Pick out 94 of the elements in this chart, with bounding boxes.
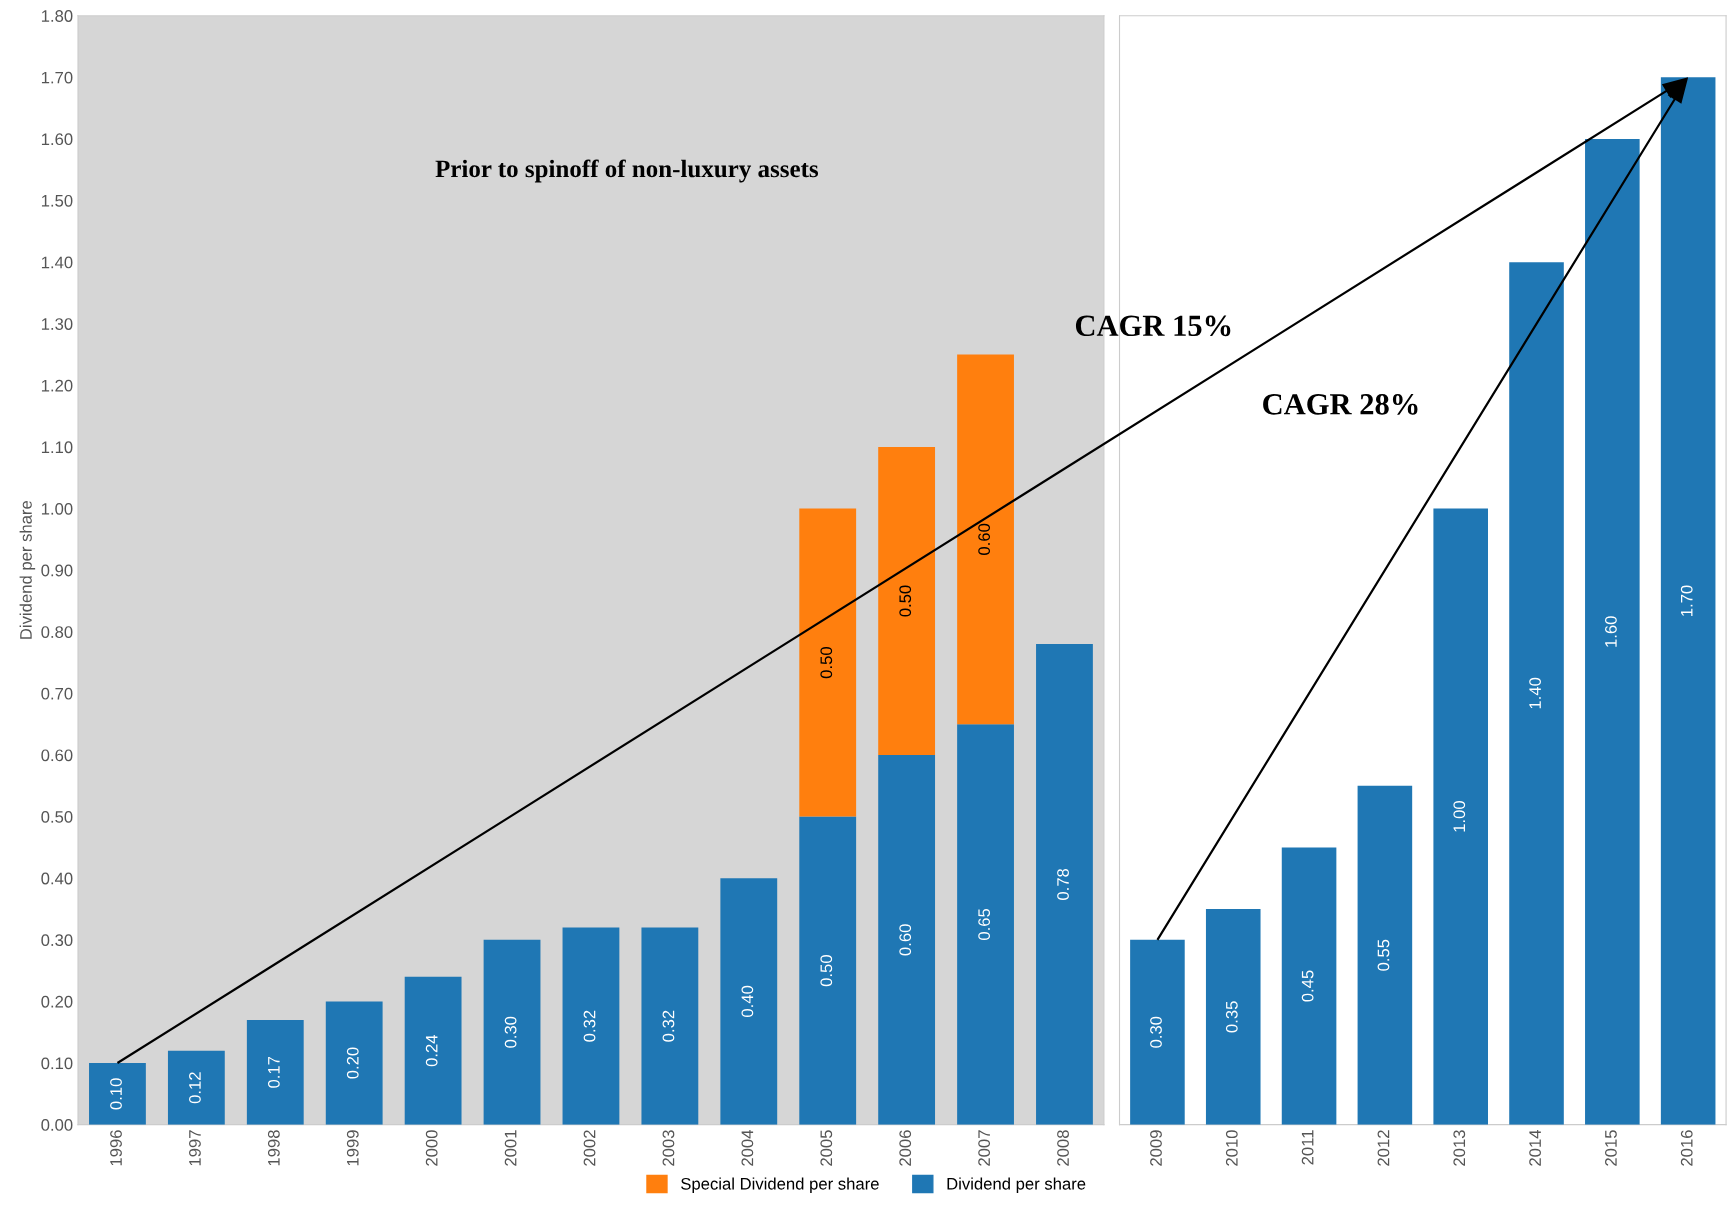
y-tick-label: 0.10 [41,1057,73,1070]
y-axis-title: Dividend per share [19,500,36,639]
x-tick-label: 2000 [425,1130,438,1166]
x-tick-label: 2009 [1150,1130,1162,1166]
y-tick-label: 0.50 [41,811,73,823]
band-label: Prior to spinoff of non-luxury assets [435,159,819,183]
bar [1281,847,1337,1125]
bar [957,724,1014,1125]
bar [641,927,699,1125]
x-tick-label: 2014 [1529,1129,1541,1166]
y-tick-label: 0.30 [41,934,73,947]
bar [325,1001,383,1125]
data-label: 1.70 [1680,585,1693,616]
data-label: 0.12 [189,1072,201,1104]
y-tick-label: 0.40 [41,872,73,885]
y-tick-label: 1.60 [41,133,73,146]
data-label: 0.55 [1377,939,1390,971]
x-tick-label: 2011 [1301,1130,1314,1165]
data-label: 1.00 [1453,801,1466,832]
data-label: 0.30 [504,1016,517,1048]
bar [1433,508,1488,1125]
x-tick-label: 1997 [189,1130,201,1166]
annotation: CAGR 15% [1075,315,1231,337]
y-tick-label: 0.70 [41,687,73,700]
x-tick-label: 2005 [820,1130,833,1166]
bar [1660,77,1716,1125]
data-label: 1.60 [1605,616,1617,647]
bar [404,976,462,1125]
data-label: 0.32 [662,1010,675,1042]
x-tick-label: 1996 [110,1130,122,1166]
y-tick-label: 1.00 [41,502,73,515]
x-tick-label: 2003 [662,1130,675,1166]
x-tick-label: 2013 [1453,1130,1466,1166]
x-tick-label: 2001 [504,1130,517,1166]
data-label: 0.50 [899,585,912,617]
x-tick-label: 2015 [1605,1130,1617,1166]
legend-label: Special Dividend per share [681,1177,879,1193]
bar [1205,909,1261,1125]
data-label: 0.50 [820,647,833,679]
y-tick-label: 1.40 [41,256,73,269]
bar [1357,785,1413,1125]
bar [878,755,936,1125]
y-tick-label: 1.80 [41,10,73,22]
x-tick-label: 2010 [1225,1130,1238,1166]
x-tick-label: 2002 [583,1130,596,1166]
data-label: 0.32 [583,1010,596,1042]
x-tick-label: 2016 [1680,1130,1693,1166]
bar [799,816,857,1125]
bar [957,354,1014,725]
bar [562,927,620,1125]
data-label: 0.17 [267,1056,280,1088]
y-tick-label: 0.60 [41,749,73,762]
x-tick-label: 2012 [1377,1130,1390,1166]
bar [878,446,936,755]
x-tick-label: 2004 [741,1129,754,1166]
data-label: 0.20 [346,1047,359,1079]
x-tick-label: 2008 [1057,1130,1069,1166]
data-label: 0.50 [820,955,833,987]
bar [799,508,857,817]
bar [483,939,541,1125]
y-tick-label: 0.20 [41,995,73,1008]
data-label: 1.40 [1529,677,1541,709]
data-label: 0.10 [110,1078,122,1110]
bar [1509,262,1564,1125]
data-label: 0.35 [1225,1001,1238,1033]
data-label: 0.40 [741,985,754,1017]
bar [167,1050,225,1125]
bar [1130,939,1185,1125]
y-tick-label: 0.80 [41,626,73,638]
y-tick-label: 1.30 [41,318,73,330]
bar [1036,644,1093,1125]
y-tick-label: 0.90 [41,564,73,577]
x-tick-label: 2007 [978,1130,991,1166]
y-tick-label: 1.20 [41,379,73,392]
y-tick-label: 1.50 [41,194,73,207]
annotation: CAGR 28% [1263,394,1418,415]
x-tick-label: 1999 [346,1130,359,1166]
y-tick-label: 1.70 [41,71,73,84]
x-tick-label: 2006 [899,1130,912,1166]
legend-label: Dividend per share [947,1177,1086,1193]
y-tick-label: 1.10 [41,441,73,454]
bar [89,1063,146,1125]
data-label: 0.65 [978,908,991,940]
data-label: 0.30 [1150,1016,1162,1048]
bar [720,878,778,1125]
bar [246,1019,304,1125]
bar [1585,138,1640,1125]
y-tick-label: 0.00 [41,1119,73,1131]
data-label: 0.60 [978,523,991,555]
data-label: 0.60 [899,924,912,956]
data-label: 0.45 [1301,970,1314,1002]
data-label: 0.24 [425,1034,438,1067]
data-label: 0.78 [1057,868,1069,900]
x-tick-label: 1998 [267,1130,280,1166]
